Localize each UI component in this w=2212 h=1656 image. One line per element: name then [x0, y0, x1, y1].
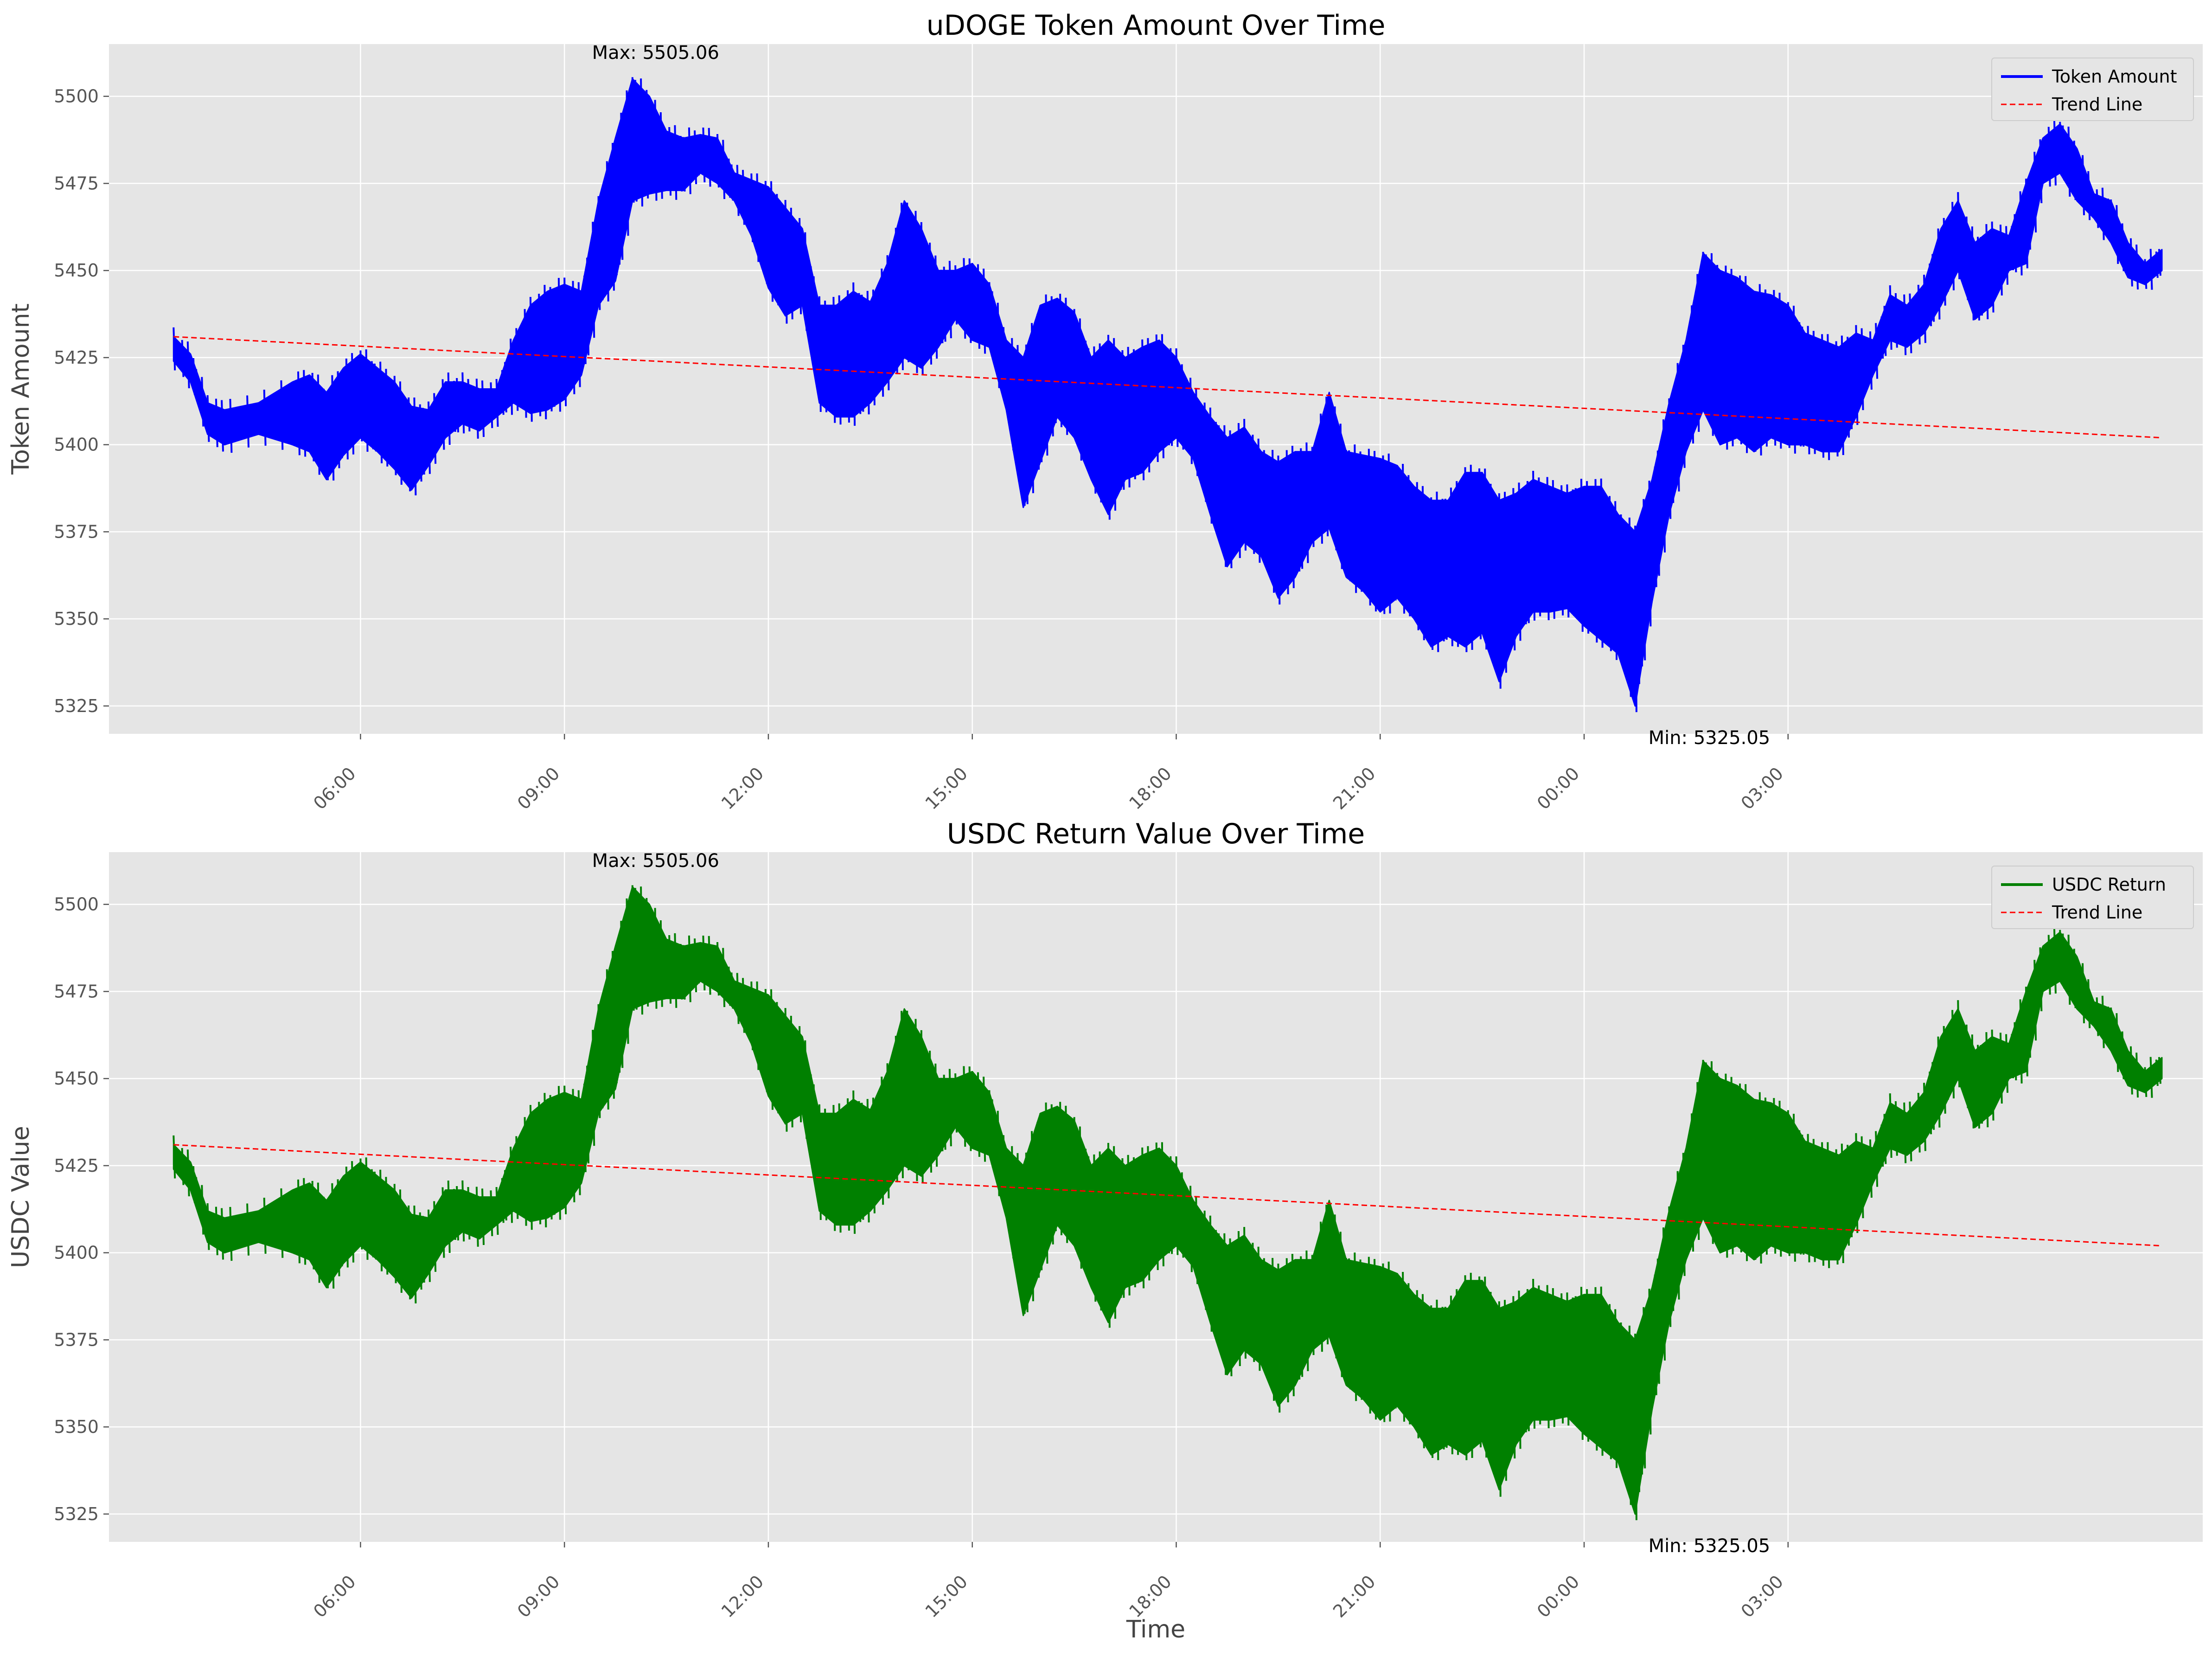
- y-tick-label: 5500: [54, 894, 99, 915]
- y-tick-label: 5475: [54, 981, 99, 1001]
- legend: USDC Return Trend Line: [1991, 866, 2194, 929]
- min-annotation: Min: 5325.05: [1649, 1535, 1771, 1557]
- trend-line: [173, 1144, 2162, 1247]
- series-line: [173, 77, 2161, 712]
- legend-label-trend-line: Trend Line: [2052, 902, 2142, 923]
- y-tick-label: 5450: [54, 260, 99, 281]
- y-tick-label: 5425: [54, 1155, 99, 1176]
- y-tick-label: 5475: [54, 173, 99, 193]
- y-tick-label: 5350: [54, 609, 99, 629]
- legend-label-token-amount: Token Amount: [2052, 66, 2177, 87]
- legend: Token Amount Trend Line: [1991, 58, 2194, 121]
- y-tick-label: 5400: [54, 1243, 99, 1263]
- grid: [109, 44, 2203, 734]
- y-tick-label: 5375: [54, 521, 99, 542]
- y-tick-label: 5325: [54, 696, 99, 716]
- chart-title: uDOGE Token Amount Over Time: [927, 9, 1386, 42]
- chart-title: USDC Return Value Over Time: [947, 818, 1365, 850]
- data-marks: [173, 77, 2163, 712]
- y-tick-label: 5425: [54, 347, 99, 368]
- y-tick-label: 5400: [54, 435, 99, 455]
- max-annotation: Max: 5505.06: [592, 42, 719, 64]
- legend-box: [1991, 58, 2194, 121]
- trend-line: [173, 336, 2162, 439]
- max-annotation: Max: 5505.06: [592, 850, 719, 872]
- legend-label-usdc-return: USDC Return: [2052, 874, 2166, 895]
- min-annotation: Min: 5325.05: [1649, 727, 1771, 749]
- series-line: [173, 885, 2161, 1521]
- y-tick-label: 5325: [54, 1504, 99, 1524]
- x-axis-label: Time: [1126, 1616, 1185, 1643]
- y-axis-label: USDC Value: [7, 1126, 35, 1268]
- y-tick-label: 5375: [54, 1329, 99, 1350]
- y-tick-label: 5350: [54, 1417, 99, 1437]
- legend-box: [1991, 866, 2194, 929]
- y-tick-label: 5500: [54, 86, 99, 107]
- legend-label-trend-line: Trend Line: [2052, 94, 2142, 115]
- data-marks: [173, 885, 2163, 1521]
- y-axis-label: Token Amount: [7, 303, 35, 475]
- y-tick-label: 5450: [54, 1068, 99, 1089]
